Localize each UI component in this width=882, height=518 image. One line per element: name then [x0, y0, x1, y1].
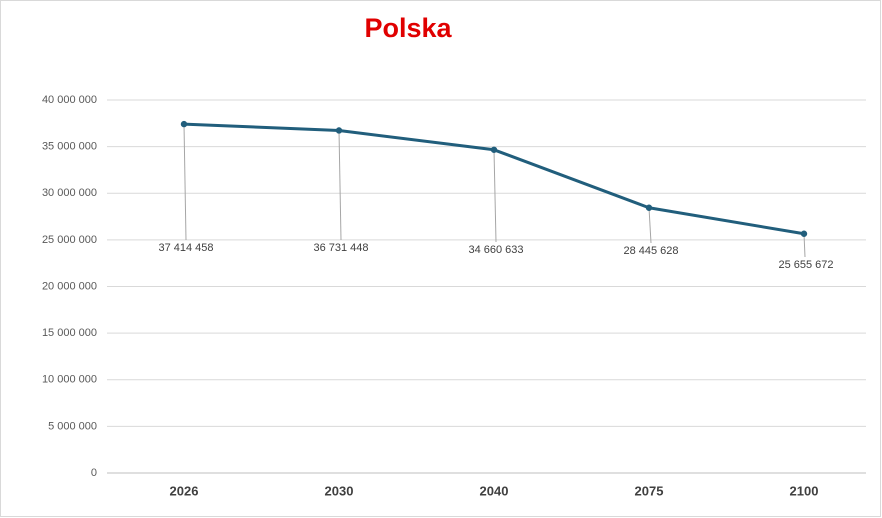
x-tick-label: 2040	[480, 483, 509, 498]
data-label: 36 731 448	[313, 242, 368, 254]
point	[490, 146, 498, 153]
leader-line	[338, 130, 342, 241]
y-tick-label: 25 000 000	[42, 234, 97, 246]
y-tick-label: 0	[91, 467, 97, 479]
data-label: 28 445 628	[623, 245, 678, 257]
leader-line	[493, 149, 497, 243]
point	[180, 120, 188, 128]
y-tick-label: 15 000 000	[42, 327, 97, 339]
y-tick-label: 35 000 000	[42, 141, 97, 153]
chart-title: Polska	[364, 13, 452, 43]
x-tick-label: 2100	[790, 483, 819, 498]
y-tick-label: 40 000 000	[42, 94, 97, 106]
point	[800, 230, 808, 237]
data-label: 34 660 633	[468, 244, 523, 256]
x-tick-label: 2026	[170, 483, 199, 498]
data-label: 25 655 672	[778, 259, 833, 271]
data-label: 37 414 458	[158, 242, 213, 254]
x-tick-label: 2030	[325, 483, 354, 498]
y-tick-label: 5 000 000	[48, 420, 97, 432]
leader-line	[803, 233, 806, 258]
x-tick-label: 2075	[635, 483, 664, 498]
y-tick-label: 30 000 000	[42, 187, 97, 199]
leader-line	[648, 207, 652, 244]
leader-line	[183, 124, 187, 241]
y-tick-label: 20 000 000	[42, 280, 97, 292]
point	[645, 204, 653, 211]
point	[335, 127, 343, 134]
y-tick-label: 10 000 000	[42, 374, 97, 386]
